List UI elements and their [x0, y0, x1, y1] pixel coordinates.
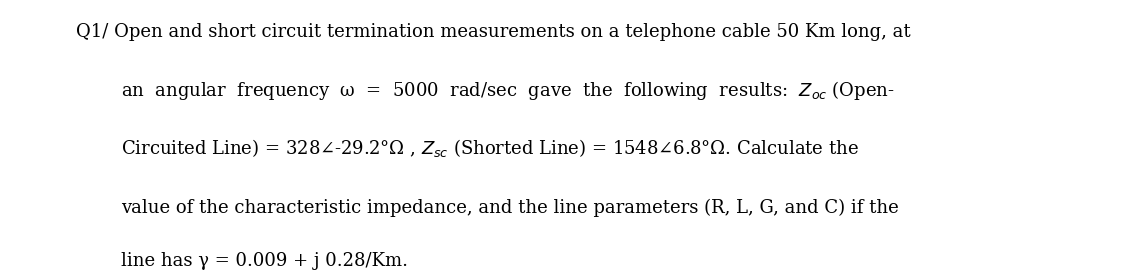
- Text: value of the characteristic impedance, and the line parameters (R, L, G, and C) : value of the characteristic impedance, a…: [121, 198, 899, 217]
- Text: line has γ = 0.009 + j 0.28/Km.: line has γ = 0.009 + j 0.28/Km.: [121, 251, 408, 270]
- Text: Q1/ Open and short circuit termination measurements on a telephone cable 50 Km l: Q1/ Open and short circuit termination m…: [76, 22, 912, 41]
- Text: Circuited Line) = 328∠-29.2°Ω , $Z_{sc}$ (Shorted Line) = 1548∠6.8°Ω. Calculate : Circuited Line) = 328∠-29.2°Ω , $Z_{sc}$…: [121, 137, 860, 159]
- Text: an  angular  frequency  ω  =  5000  rad/sec  gave  the  following  results:  $Z_: an angular frequency ω = 5000 rad/sec ga…: [121, 79, 895, 102]
